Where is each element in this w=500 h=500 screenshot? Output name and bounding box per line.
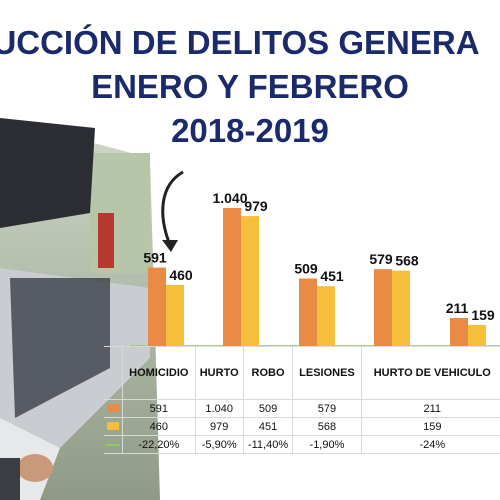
table-cell: 460 — [122, 417, 196, 436]
table-cell: 451 — [242, 417, 294, 436]
bar-label-a-0: 591 — [143, 250, 167, 266]
table-cell: 579 — [292, 399, 362, 418]
bar-label-b-1: 979 — [244, 198, 268, 214]
bar-b-4 — [468, 324, 486, 346]
bar-b-3 — [392, 270, 410, 346]
bar-b-2 — [317, 286, 335, 346]
table-category-3: LESIONES — [292, 346, 362, 400]
bar-label-b-3: 568 — [395, 253, 419, 269]
bar-b-0 — [166, 284, 184, 346]
bar-label-a-3: 579 — [369, 251, 393, 267]
bar-a-3 — [374, 269, 392, 346]
data-table: HOMICIDIO HURTO ROBO LESIONES HURTO DE V… — [104, 346, 500, 454]
bar-label-a-1: 1.040 — [212, 190, 247, 206]
legend-line-variation — [106, 443, 120, 446]
arrowhead-icon — [162, 240, 178, 252]
table-category-1: HURTO — [194, 346, 244, 400]
photo-car-window — [0, 118, 160, 500]
bar-a-2 — [299, 278, 317, 346]
table-cell: 568 — [292, 417, 362, 436]
bar-a-0 — [148, 267, 166, 346]
table-row-variation: -22,20% -5,90% -11,40% -1,90% -24% — [104, 435, 500, 454]
table-cell: 591 — [122, 399, 196, 418]
table-cell: -5,90% — [194, 435, 244, 454]
table-cell: -22,20% — [122, 435, 196, 454]
bar-label-b-4: 159 — [471, 307, 495, 323]
table-category-0: HOMICIDIO — [122, 346, 196, 400]
table-category-2: ROBO — [242, 346, 294, 400]
table-cell: -11,40% — [242, 435, 294, 454]
table-cell: 979 — [194, 417, 244, 436]
table-cell: 509 — [242, 399, 294, 418]
table-header-row: HOMICIDIO HURTO ROBO LESIONES HURTO DE V… — [104, 346, 500, 400]
table-category-4: HURTO DE VEHICULO — [360, 346, 500, 400]
table-row-2018: 591 1.040 509 579 211 — [104, 399, 500, 418]
bar-b-1 — [241, 216, 259, 346]
bar-a-4 — [450, 318, 468, 346]
table-cell: 1.040 — [194, 399, 244, 418]
bar-label-b-0: 460 — [169, 267, 193, 283]
bar-label-a-2: 509 — [294, 260, 318, 276]
title-line-2: ENERO Y FEBRERO — [91, 68, 409, 105]
bar-label-b-2: 451 — [320, 268, 344, 284]
table-cell: 211 — [360, 399, 500, 418]
table-cell: -24% — [360, 435, 500, 454]
table-cell: 159 — [360, 417, 500, 436]
bar-a-1 — [223, 208, 241, 346]
title-line-3: 2018-2019 — [171, 112, 329, 149]
table-cell: -1,90% — [292, 435, 362, 454]
legend-swatch-2019 — [107, 421, 119, 430]
title-line-1: UCCIÓN DE DELITOS GENERA — [0, 24, 480, 61]
legend-swatch-2018 — [107, 403, 119, 412]
table-row-2019: 460 979 451 568 159 — [104, 417, 500, 436]
arrow-icon — [161, 170, 184, 246]
bar-label-a-4: 211 — [446, 300, 469, 316]
